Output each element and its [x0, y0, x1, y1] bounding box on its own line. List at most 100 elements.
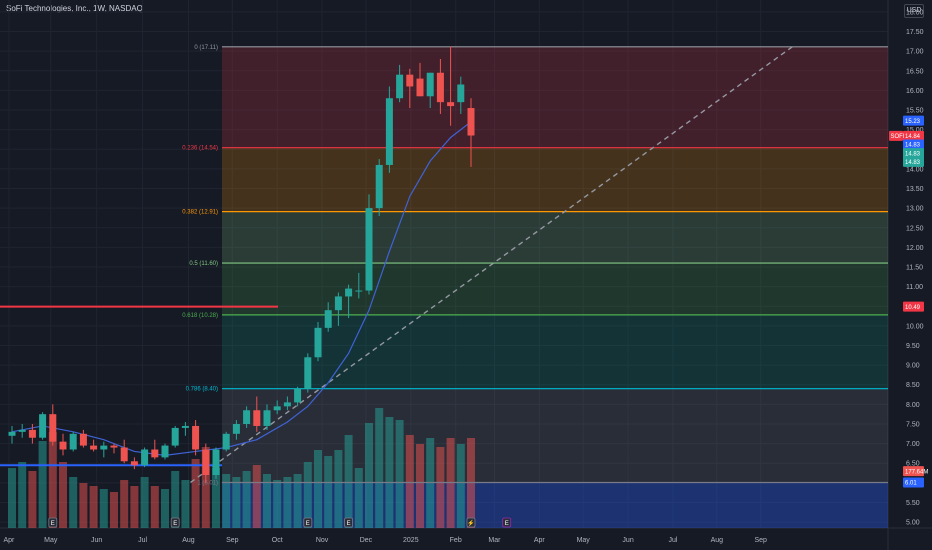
- currency-button[interactable]: USD: [904, 4, 924, 18]
- candle-body: [324, 310, 332, 328]
- price-badge-label: 14.83: [905, 151, 921, 157]
- symbol-tag: [889, 130, 903, 141]
- candle-body: [294, 388, 302, 403]
- time-tick-label: Feb: [450, 537, 462, 544]
- fib-zone: [222, 147, 888, 212]
- price-badge: [903, 139, 924, 150]
- candle-body: [181, 425, 189, 428]
- price-tick-label: 18.00: [906, 9, 924, 16]
- candle-body: [467, 108, 475, 136]
- volume-bar: [222, 474, 231, 528]
- candle-body: [69, 433, 77, 450]
- volume-bar: [161, 489, 169, 528]
- fib-zone: [222, 263, 888, 315]
- volume-bar: [28, 471, 37, 528]
- volume-bar: [18, 462, 27, 528]
- fib-zone: [222, 46, 888, 148]
- price-tick-label: 17.00: [906, 49, 924, 56]
- price-tick-label: 11.50: [906, 265, 923, 272]
- volume-bar: [69, 477, 78, 528]
- candle-body: [28, 429, 36, 438]
- symbol-tag-label: SOFI: [891, 134, 905, 140]
- fib-level-label: 0.382 (12.91): [182, 210, 218, 216]
- candles: [8, 46, 475, 483]
- price-badge: [903, 156, 924, 167]
- candle-body: [345, 288, 353, 297]
- candle-body: [212, 449, 220, 476]
- price-tick-label: 7.00: [906, 441, 920, 448]
- candle-body: [202, 449, 210, 476]
- volume-bar: [293, 474, 302, 528]
- volume-bar: [48, 432, 57, 528]
- price-tick-label: 8.50: [906, 382, 920, 389]
- event-markers[interactable]: E E E E ⚡ E: [48, 517, 512, 528]
- volume-bar: [395, 420, 404, 528]
- candle-body: [355, 290, 363, 292]
- event-marker: [48, 517, 58, 528]
- price-badge: [903, 130, 924, 141]
- volume-bar: [150, 486, 159, 528]
- price-axis[interactable]: 5.005.506.006.507.007.508.008.509.009.50…: [906, 9, 924, 526]
- volume-bar: [263, 474, 271, 528]
- price-badge-label: 14.83: [905, 160, 921, 166]
- price-tick-label: 8.00: [906, 402, 920, 409]
- price-tick-label: 7.50: [906, 421, 920, 428]
- volume-bar: [324, 456, 333, 528]
- volume-bar: [456, 444, 465, 528]
- time-tick-label: Jul: [138, 537, 147, 544]
- volume-bar: [303, 462, 312, 528]
- price-tick-label: 5.50: [906, 500, 920, 507]
- fib-level-label: 0.618 (10.28): [182, 313, 218, 319]
- candle-body: [130, 461, 138, 466]
- time-tick-label: Apr: [3, 537, 15, 544]
- time-tick-label: Sep: [226, 537, 239, 544]
- volume-bar: [201, 447, 210, 528]
- event-marker: [502, 517, 512, 528]
- price-badge: [903, 477, 924, 488]
- candle-body: [90, 445, 98, 450]
- candle-body: [79, 433, 87, 446]
- candle-body: [436, 72, 444, 103]
- fib-levels[interactable]: 0 (17.11) 0.236 (14.54) 0.382 (12.91) 0.5 (…: [182, 45, 888, 487]
- price-tick-label: 13.00: [906, 206, 924, 213]
- price-tick-label: 5.00: [906, 520, 920, 527]
- price-tick-label: 14.00: [906, 166, 924, 173]
- candle-body: [457, 84, 465, 103]
- time-tick-label: Jun: [91, 537, 102, 544]
- price-tick-label: 15.00: [906, 127, 924, 134]
- candle-body: [283, 402, 291, 407]
- horizontal-lines[interactable]: [0, 305, 278, 467]
- volume-bar: [252, 465, 261, 528]
- price-badge-label: 177.64M: [905, 469, 928, 475]
- time-axis[interactable]: Apr May Jun Jul Aug Sep Oct Nov Dec 2025 Feb Mar Apr…: [3, 537, 767, 544]
- volume-bar: [375, 408, 384, 528]
- time-tick-label: Oct: [272, 537, 283, 544]
- candle-body: [365, 208, 373, 291]
- event-marker-label: E: [51, 521, 55, 527]
- candle-body: [49, 414, 57, 442]
- volume-bar: [232, 477, 241, 528]
- volume-bar: [436, 447, 445, 528]
- fib-zone: [222, 482, 888, 528]
- time-tick-label: Sep: [754, 537, 767, 544]
- price-badge: [903, 466, 924, 477]
- trend-line: [190, 46, 793, 484]
- volume-bar: [99, 489, 108, 528]
- volume-bar: [273, 480, 282, 528]
- event-marker: [170, 517, 180, 528]
- volume-bar: [314, 450, 322, 528]
- price-tick-label: 9.00: [906, 363, 920, 370]
- price-tick-label: 12.00: [906, 245, 924, 252]
- volume-bar: [140, 477, 149, 528]
- candle-body: [232, 423, 240, 434]
- candle-body: [385, 98, 393, 165]
- time-tick-label: Apr: [534, 537, 546, 544]
- trend-line-group[interactable]: [190, 46, 793, 484]
- volume-bar: [416, 444, 424, 528]
- candle-body: [120, 447, 128, 462]
- volume-bar: [385, 417, 394, 528]
- time-tick-label: Aug: [711, 537, 724, 544]
- event-marker: [303, 517, 313, 528]
- volume-bar: [405, 435, 414, 528]
